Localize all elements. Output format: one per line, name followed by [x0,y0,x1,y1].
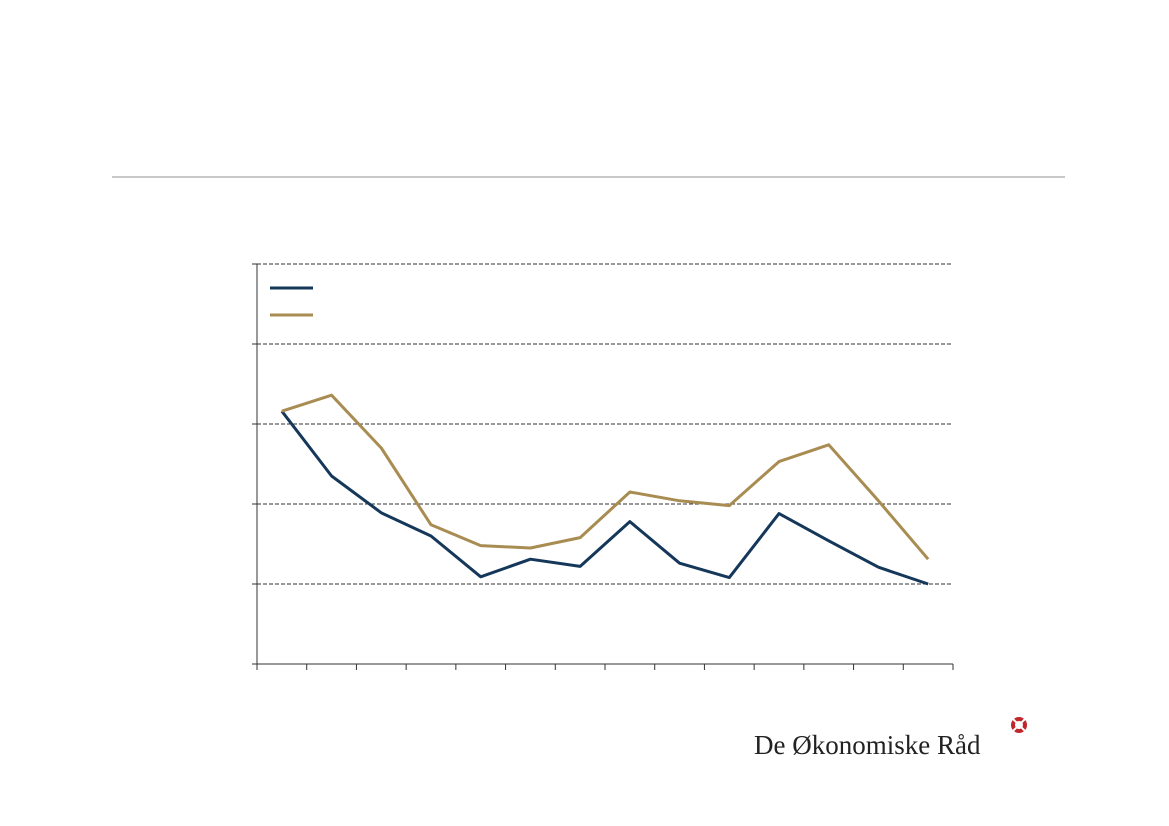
series-line [281,393,930,561]
chart [252,263,954,670]
logo-text: De Økonomiske Råd [754,730,981,760]
logo-icon [1011,717,1027,733]
series-line [280,410,929,586]
